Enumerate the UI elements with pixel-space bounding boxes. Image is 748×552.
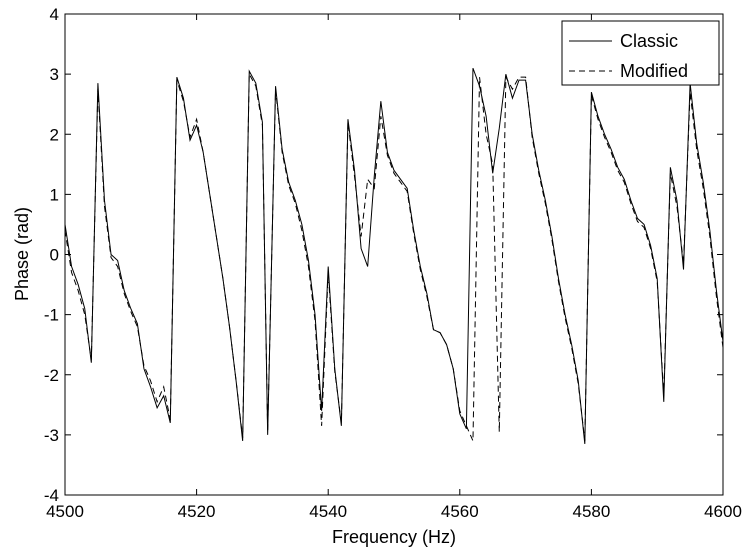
x-tick-label: 4600 [704, 502, 742, 521]
y-tick-label: 1 [50, 185, 59, 204]
series-layer [64, 67, 724, 444]
y-tick-label: 4 [50, 5, 59, 24]
legend-label-classic: Classic [620, 31, 678, 51]
y-tick-label: -1 [44, 306, 59, 325]
y-tick-label: -3 [44, 426, 59, 445]
y-tick-label: 3 [50, 65, 59, 84]
x-tick-label: 4580 [572, 502, 610, 521]
plot-background [65, 14, 723, 495]
legend-label-modified: Modified [620, 61, 688, 81]
x-tick-label: 4520 [178, 502, 216, 521]
y-axis-label: Phase (rad) [12, 207, 32, 301]
y-tick-label: 0 [50, 246, 59, 265]
x-axis-label: Frequency (Hz) [332, 527, 456, 547]
y-tick-label: -2 [44, 366, 59, 385]
y-tick-label: -4 [44, 486, 59, 505]
legend-box [561, 20, 720, 86]
y-tick-label: 2 [50, 125, 59, 144]
x-tick-label: 4540 [309, 502, 347, 521]
tick-layer: 4500 4520 4540 4560 4580 4600 -4 -3 -2 -1 0 1 2 3 4 [44, 5, 742, 521]
series-line-modified [64, 72, 724, 442]
legend: Classic Modified [561, 20, 720, 86]
x-tick-label: 4560 [441, 502, 479, 521]
x-tick-label: 4500 [46, 502, 84, 521]
